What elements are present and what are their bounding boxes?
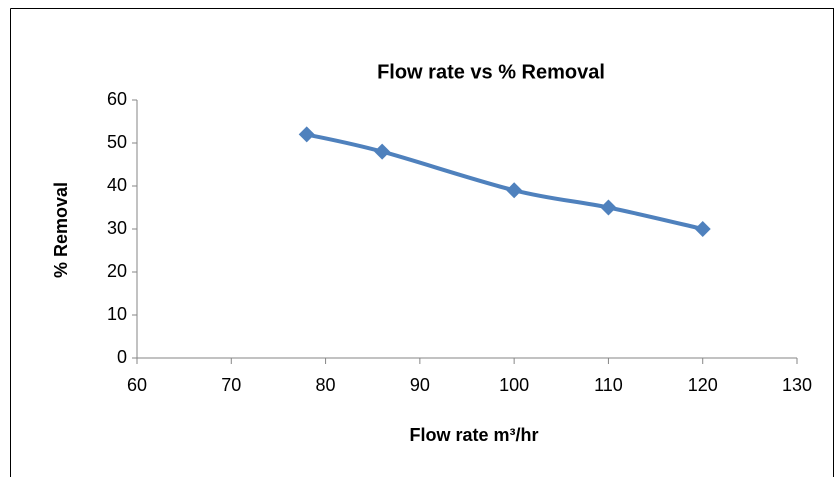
y-tick-label: 30 <box>107 218 127 238</box>
x-tick-label: 80 <box>316 375 336 395</box>
x-tick-label: 60 <box>127 375 147 395</box>
marker <box>694 221 711 237</box>
x-tick-label: 90 <box>410 375 430 395</box>
y-tick-label: 20 <box>107 261 127 281</box>
x-tick-label: 70 <box>221 375 241 395</box>
y-tick-label: 10 <box>107 304 127 324</box>
y-tick-label: 0 <box>117 347 127 367</box>
marker <box>506 182 523 199</box>
x-tick-label: 110 <box>594 375 623 395</box>
y-tick-label: 50 <box>107 132 127 152</box>
y-tick-label: 40 <box>107 175 127 195</box>
marker <box>298 126 315 143</box>
series-line <box>306 132 704 231</box>
marker <box>600 199 617 216</box>
y-tick-label: 60 <box>107 89 127 109</box>
x-tick-label: 130 <box>782 375 812 395</box>
y-axis-label: % Removal <box>51 182 71 278</box>
chart-title: Flow rate vs % Removal <box>377 61 605 83</box>
x-tick-label: 120 <box>688 375 718 395</box>
x-axis-label: Flow rate m³/hr <box>409 425 538 445</box>
x-tick-label: 100 <box>499 375 529 395</box>
marker <box>374 143 391 160</box>
